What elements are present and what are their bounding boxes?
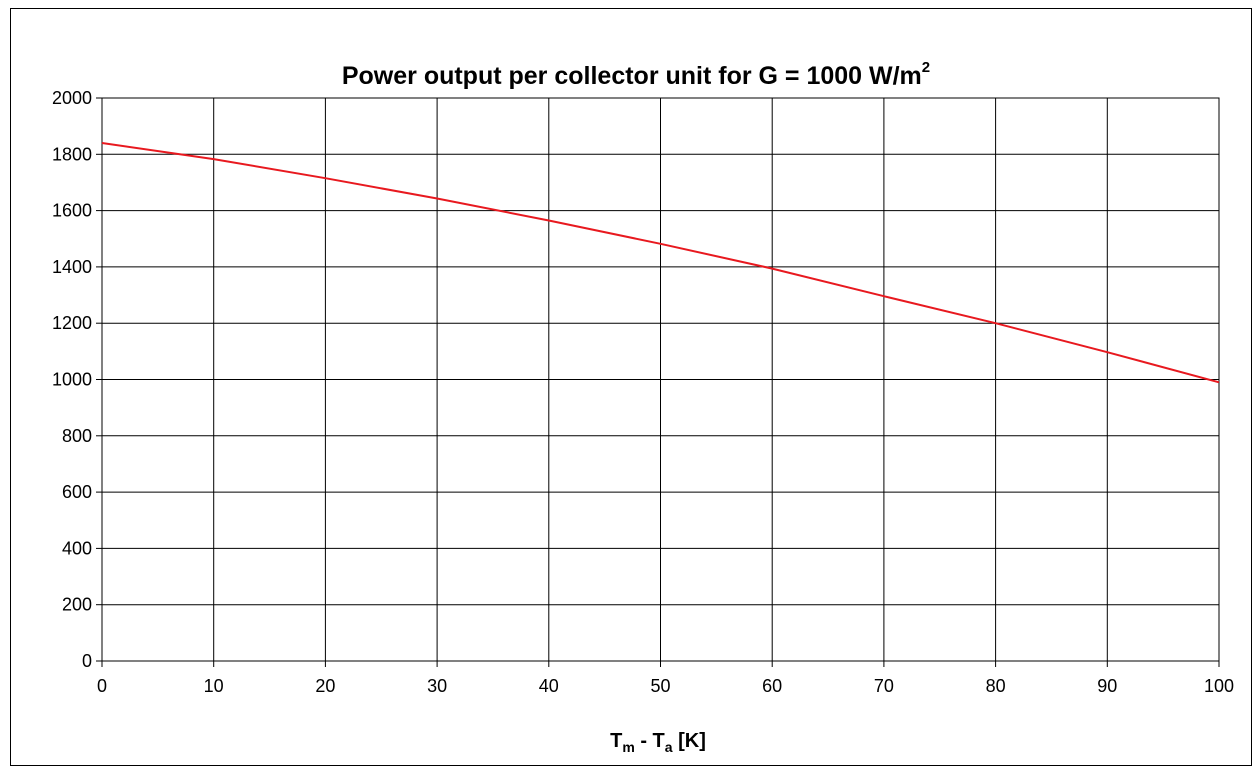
y-tick-label: 200 (62, 595, 92, 615)
x-tick-label: 80 (986, 676, 1006, 696)
y-tick-label: 1400 (52, 257, 92, 277)
series-layer (101, 142, 1220, 384)
x-axis-label: Tm - Ta [K] (610, 730, 706, 755)
y-tick-label: 600 (62, 482, 92, 502)
chart-title: Power output per collector unit for G = … (342, 59, 930, 90)
x-tick-label: 40 (539, 676, 559, 696)
series-line (101, 142, 1220, 384)
y-tick-label: 800 (62, 426, 92, 446)
x-tick-label: 90 (1097, 676, 1117, 696)
y-tick-label: 400 (62, 538, 92, 558)
x-tick-label: 60 (762, 676, 782, 696)
tick-labels: 0 200 400 600 800 1000 1200 1400 1600 1800 2000 0 10… (52, 88, 1234, 696)
x-tick-label: 0 (97, 676, 107, 696)
x-tick-label: 20 (315, 676, 335, 696)
plot-area (101, 97, 1220, 662)
y-tick-label: 2000 (52, 88, 92, 108)
y-tick-label: 1600 (52, 201, 92, 221)
x-tick-label: 10 (204, 676, 224, 696)
x-tick-label: 100 (1204, 676, 1234, 696)
y-tick-label: 1000 (52, 370, 92, 390)
y-tick-label: 1200 (52, 313, 92, 333)
plot-border (101, 97, 1220, 662)
y-tick-label: 0 (82, 651, 92, 671)
grid (96, 97, 1220, 667)
y-tick-label: 1800 (52, 144, 92, 164)
x-tick-label: 50 (650, 676, 670, 696)
chart-frame: Power output per collector unit for G = … (10, 8, 1252, 766)
x-tick-label: 30 (427, 676, 447, 696)
x-tick-label: 70 (874, 676, 894, 696)
line-chart: Power output per collector unit for G = … (52, 59, 1234, 755)
